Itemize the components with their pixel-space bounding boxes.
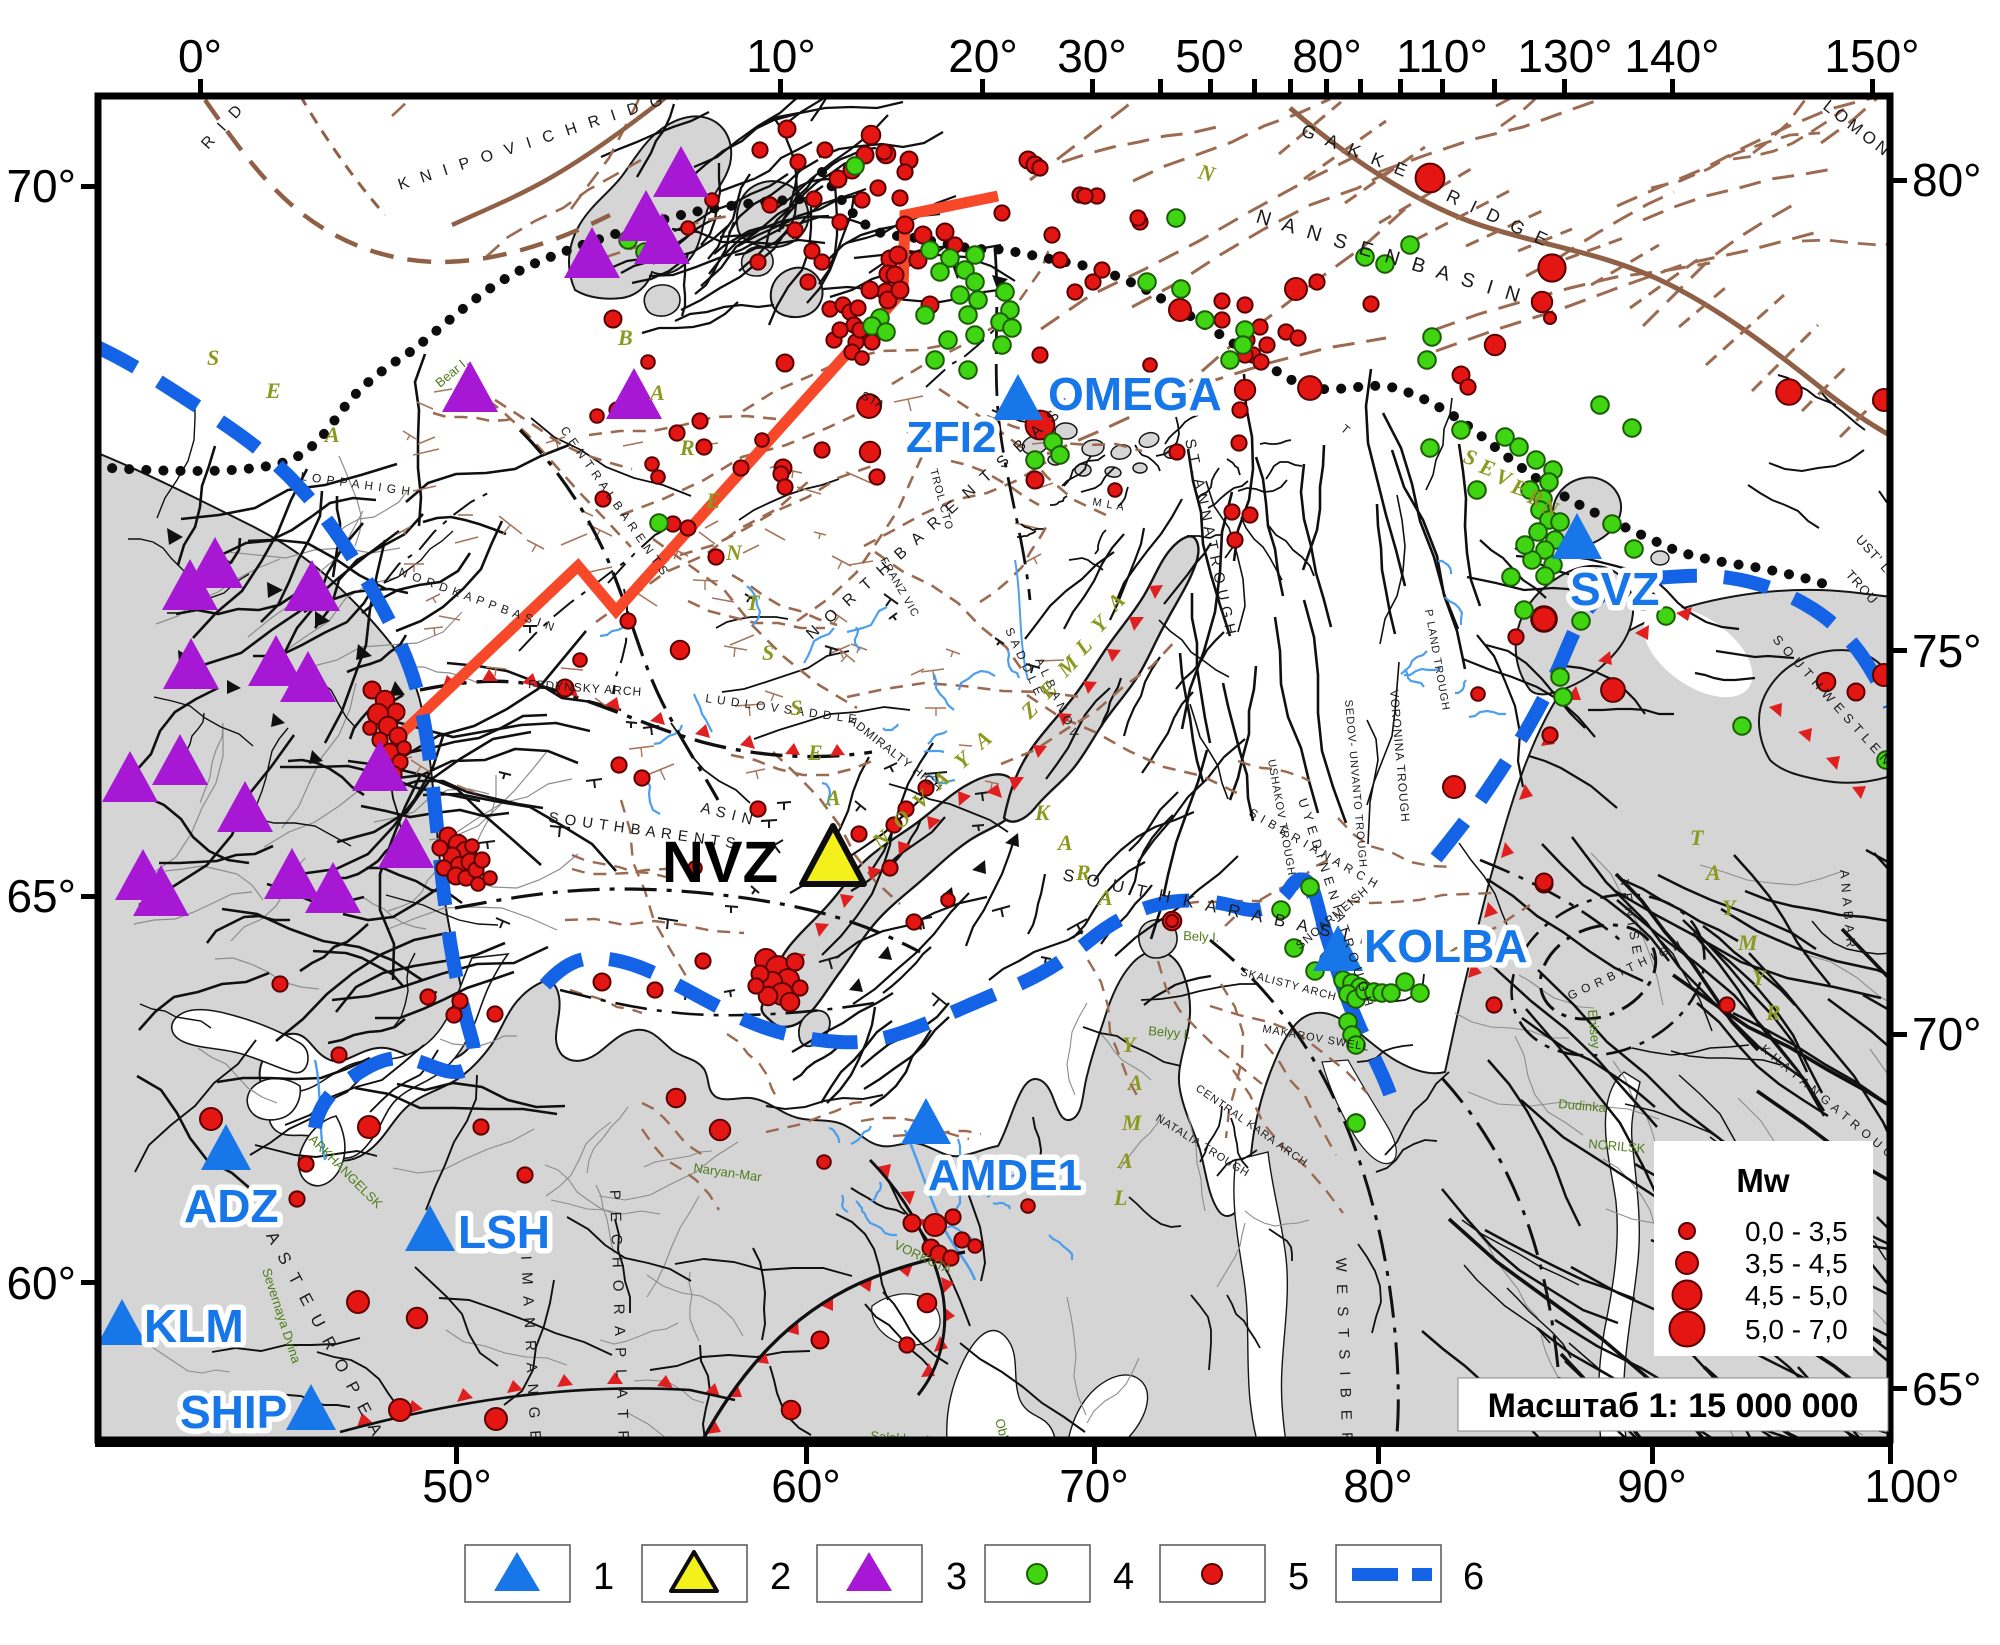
svg-text:R: R	[679, 435, 695, 460]
svg-text:2: 2	[770, 1556, 791, 1598]
svg-text:6: 6	[1463, 1556, 1484, 1598]
svg-text:10°: 10°	[746, 30, 816, 82]
svg-text:M: M	[1121, 1110, 1143, 1135]
svg-text:4: 4	[1113, 1556, 1134, 1598]
svg-text:KLM: KLM	[144, 1300, 244, 1352]
svg-text:30°: 30°	[1057, 30, 1127, 82]
svg-text:N: N	[725, 540, 743, 565]
svg-text:KOLBA: KOLBA	[1364, 920, 1528, 972]
svg-text:NORILSK: NORILSK	[1588, 1136, 1646, 1156]
svg-text:100°: 100°	[1864, 1460, 1959, 1512]
svg-text:0,0 - 3,5: 0,0 - 3,5	[1745, 1216, 1848, 1247]
svg-text:A: A	[824, 785, 841, 810]
svg-text:80°: 80°	[1292, 30, 1362, 82]
svg-text:Y: Y	[1752, 965, 1768, 990]
svg-text:Масштаб 1: 15 000 000: Масштаб 1: 15 000 000	[1488, 1387, 1859, 1425]
svg-text:SVZ: SVZ	[1570, 563, 1659, 615]
svg-text:Enisey: Enisey	[1585, 1009, 1603, 1050]
svg-text:50°: 50°	[422, 1460, 492, 1512]
svg-text:R: R	[1075, 860, 1091, 885]
svg-text:Y: Y	[1722, 895, 1738, 920]
svg-text:20°: 20°	[948, 30, 1018, 82]
svg-text:0°: 0°	[178, 30, 222, 82]
svg-text:4,5 - 5,0: 4,5 - 5,0	[1745, 1280, 1848, 1311]
svg-text:5: 5	[1288, 1556, 1309, 1598]
svg-text:Y: Y	[1122, 1032, 1138, 1057]
svg-text:SHIP: SHIP	[180, 1386, 287, 1438]
svg-text:R: R	[1765, 1000, 1781, 1025]
svg-text:K: K	[1034, 800, 1051, 825]
svg-text:KLM: KLM	[144, 1300, 244, 1352]
svg-text:70°: 70°	[1912, 1008, 1982, 1060]
svg-text:A: A	[1116, 1148, 1133, 1173]
svg-text:ZFI2: ZFI2	[906, 413, 996, 462]
svg-text:LSH: LSH	[458, 1206, 550, 1258]
svg-text:Salekhard: Salekhard	[870, 1428, 930, 1448]
svg-text:OMEGA: OMEGA	[1048, 368, 1222, 420]
svg-text:S: S	[762, 640, 774, 665]
svg-text:Dudinka: Dudinka	[1558, 1096, 1608, 1115]
svg-text:E: E	[265, 378, 281, 403]
svg-text:A N A B A R: A N A B A R	[1837, 869, 1859, 949]
svg-text:AMDE1: AMDE1	[928, 1151, 1082, 1200]
svg-text:A: A	[1056, 830, 1073, 855]
svg-text:S: S	[790, 695, 802, 720]
svg-text:Bely I.: Bely I.	[1183, 928, 1220, 945]
svg-text:3: 3	[946, 1556, 967, 1598]
svg-text:130°: 130°	[1517, 30, 1612, 82]
svg-text:A: A	[648, 380, 665, 405]
svg-text:80°: 80°	[1343, 1460, 1413, 1512]
svg-text:E: E	[705, 488, 721, 513]
svg-text:A: A	[1704, 860, 1721, 885]
svg-text:90°: 90°	[1617, 1460, 1687, 1512]
svg-text:110°: 110°	[1396, 30, 1488, 82]
svg-text:Ob': Ob'	[992, 1417, 1012, 1440]
svg-text:5,0 - 7,0: 5,0 - 7,0	[1745, 1314, 1848, 1345]
svg-text:Belyy I.: Belyy I.	[1148, 1023, 1192, 1042]
svg-text:ADZ: ADZ	[184, 1180, 279, 1232]
svg-text:70°: 70°	[1059, 1460, 1129, 1512]
svg-text:ZFI2: ZFI2	[906, 413, 996, 462]
svg-text:75°: 75°	[1912, 625, 1982, 677]
svg-text:60°: 60°	[6, 1257, 76, 1309]
svg-text:SVZ: SVZ	[1570, 563, 1659, 615]
svg-text:Mw: Mw	[1736, 1162, 1789, 1199]
svg-text:LSH: LSH	[458, 1206, 550, 1258]
svg-text:50°: 50°	[1175, 30, 1245, 82]
svg-text:M L A: M L A	[1091, 496, 1125, 513]
svg-text:N: N	[1195, 158, 1219, 187]
svg-text:140°: 140°	[1624, 30, 1719, 82]
svg-text:3,5 - 4,5: 3,5 - 4,5	[1745, 1248, 1848, 1279]
svg-text:A: A	[1126, 1070, 1143, 1095]
svg-text:60°: 60°	[771, 1460, 841, 1512]
svg-text:SHIP: SHIP	[180, 1386, 287, 1438]
svg-text:150°: 150°	[1824, 30, 1919, 82]
svg-text:KOLBA: KOLBA	[1364, 920, 1528, 972]
svg-text:S: S	[207, 345, 219, 370]
svg-text:AMDE1: AMDE1	[928, 1151, 1082, 1200]
svg-text:65°: 65°	[6, 870, 76, 922]
svg-text:80°: 80°	[1912, 154, 1982, 206]
svg-text:A: A	[323, 422, 340, 447]
svg-text:T: T	[1690, 825, 1705, 850]
svg-text:70°: 70°	[6, 160, 76, 212]
svg-text:1: 1	[593, 1556, 614, 1598]
svg-text:T: T	[746, 590, 761, 615]
svg-text:65°: 65°	[1912, 1363, 1982, 1415]
svg-text:M: M	[1737, 930, 1759, 955]
svg-text:NVZ: NVZ	[662, 830, 778, 895]
svg-text:A: A	[1096, 885, 1113, 910]
svg-text:ADZ: ADZ	[184, 1180, 279, 1232]
svg-text:L: L	[1113, 1185, 1127, 1210]
svg-text:B: B	[617, 325, 633, 350]
svg-text:E: E	[807, 740, 823, 765]
svg-text:OMEGA: OMEGA	[1048, 368, 1222, 420]
